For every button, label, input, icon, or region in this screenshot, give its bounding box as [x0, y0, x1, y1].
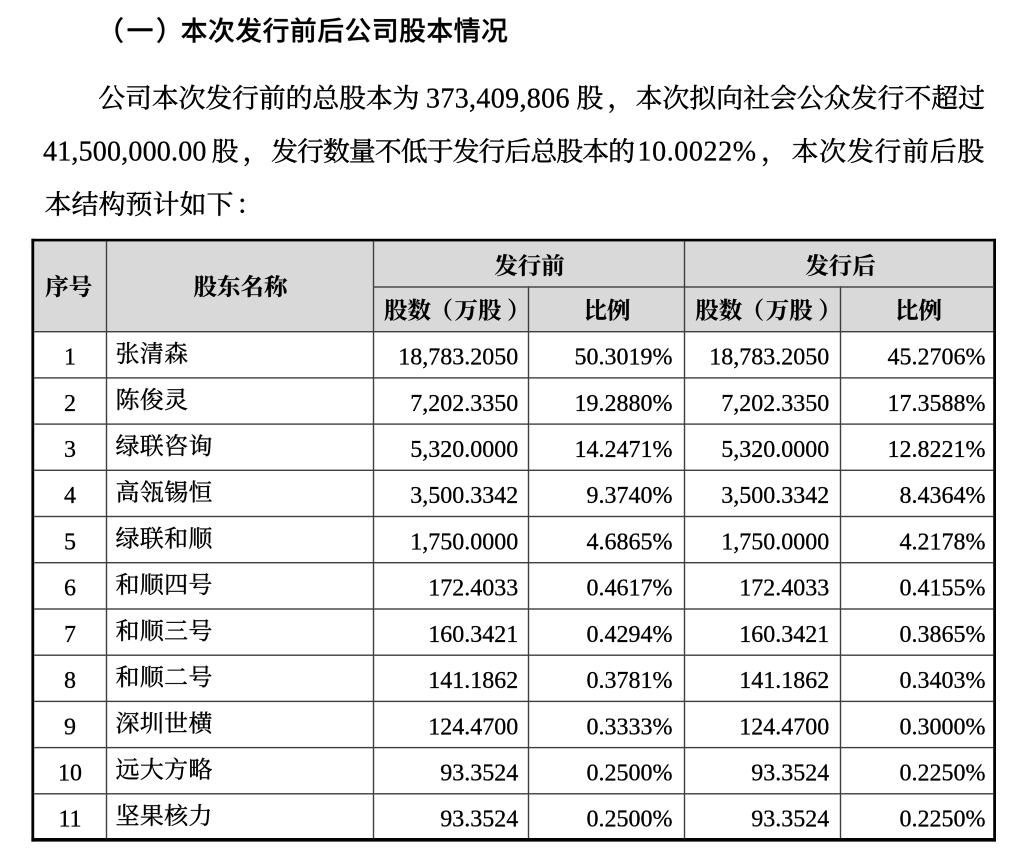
svg-text:0.2250%: 0.2250% [900, 760, 986, 786]
svg-text:141.1862: 141.1862 [739, 668, 829, 694]
svg-text:1: 1 [64, 345, 76, 371]
svg-text:0.3333%: 0.3333% [587, 714, 673, 740]
svg-text:0.4294%: 0.4294% [587, 622, 673, 648]
svg-text:93.3524: 93.3524 [751, 807, 829, 833]
svg-text:10: 10 [58, 760, 82, 786]
svg-text:1,750.0000: 1,750.0000 [721, 529, 829, 555]
svg-text:10.0022%: 10.0022% [638, 137, 757, 168]
svg-text:45.2706%: 45.2706% [888, 345, 986, 371]
svg-text:0.3000%: 0.3000% [900, 714, 986, 740]
svg-text:0.4155%: 0.4155% [900, 576, 986, 602]
svg-text:19.2880%: 19.2880% [575, 391, 673, 417]
svg-text:93.3524: 93.3524 [751, 760, 829, 786]
svg-text:124.4700: 124.4700 [428, 714, 518, 740]
svg-text:0.2500%: 0.2500% [587, 760, 673, 786]
svg-text:172.4033: 172.4033 [428, 576, 518, 602]
svg-text:7,202.3350: 7,202.3350 [721, 391, 829, 417]
svg-text:93.3524: 93.3524 [440, 807, 518, 833]
svg-text:41,500,000.00: 41,500,000.00 [43, 137, 207, 168]
svg-text:0.3865%: 0.3865% [900, 622, 986, 648]
svg-text:7: 7 [64, 622, 76, 648]
svg-text:3,500.3342: 3,500.3342 [410, 483, 518, 509]
svg-text:93.3524: 93.3524 [440, 760, 518, 786]
svg-text:5,320.0000: 5,320.0000 [721, 437, 829, 463]
svg-text:0.2500%: 0.2500% [587, 807, 673, 833]
svg-text:0.2250%: 0.2250% [900, 807, 986, 833]
svg-text:160.3421: 160.3421 [428, 622, 518, 648]
svg-text:160.3421: 160.3421 [739, 622, 829, 648]
svg-text:141.1862: 141.1862 [428, 668, 518, 694]
svg-text:5: 5 [64, 529, 76, 555]
svg-text:9: 9 [64, 714, 76, 740]
svg-text:3: 3 [64, 437, 76, 463]
svg-text:50.3019%: 50.3019% [575, 345, 673, 371]
svg-text:3,500.3342: 3,500.3342 [721, 483, 829, 509]
svg-text:1,750.0000: 1,750.0000 [410, 529, 518, 555]
svg-text:5,320.0000: 5,320.0000 [410, 437, 518, 463]
svg-text:4.2178%: 4.2178% [900, 529, 986, 555]
svg-text:8.4364%: 8.4364% [900, 483, 986, 509]
svg-text:7,202.3350: 7,202.3350 [410, 391, 518, 417]
svg-text:11: 11 [58, 807, 81, 833]
svg-text:14.2471%: 14.2471% [575, 437, 673, 463]
svg-text:8: 8 [64, 668, 76, 694]
svg-text:17.3588%: 17.3588% [888, 391, 986, 417]
svg-text:0.3403%: 0.3403% [900, 668, 986, 694]
svg-text:0.3781%: 0.3781% [587, 668, 673, 694]
svg-text:4: 4 [64, 483, 76, 509]
svg-text:172.4033: 172.4033 [739, 576, 829, 602]
svg-text:18,783.2050: 18,783.2050 [709, 345, 829, 371]
svg-text:0.4617%: 0.4617% [587, 576, 673, 602]
svg-text:9.3740%: 9.3740% [587, 483, 673, 509]
svg-text:373,409,806: 373,409,806 [426, 83, 570, 114]
svg-text:12.8221%: 12.8221% [888, 437, 986, 463]
svg-text:6: 6 [64, 576, 76, 602]
svg-text:2: 2 [64, 391, 76, 417]
svg-text:124.4700: 124.4700 [739, 714, 829, 740]
svg-text:18,783.2050: 18,783.2050 [398, 345, 518, 371]
svg-text:4.6865%: 4.6865% [587, 529, 673, 555]
